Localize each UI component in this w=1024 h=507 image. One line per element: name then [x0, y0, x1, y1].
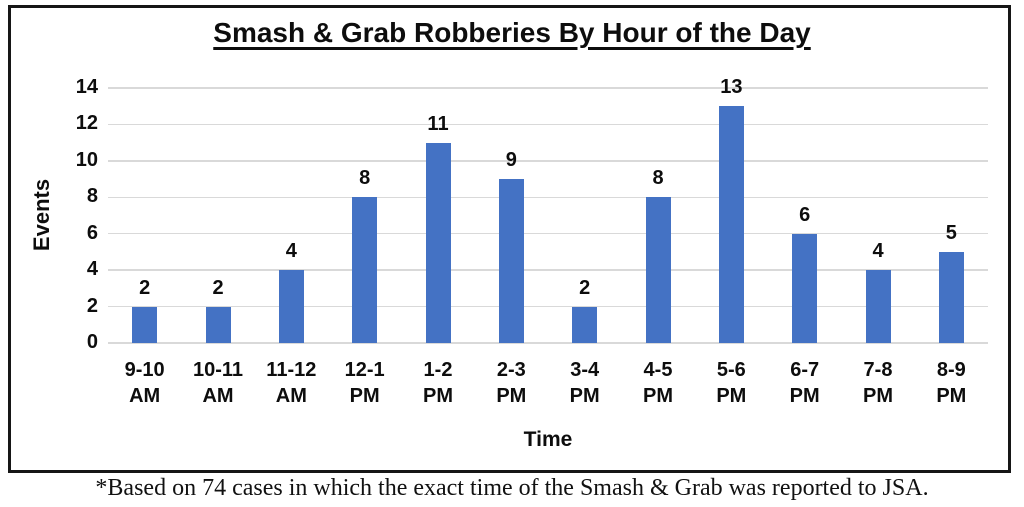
x-tick-label: 6-7 PM: [789, 359, 820, 407]
gridline-y12: [108, 123, 988, 126]
bar-value-label: 13: [720, 76, 743, 99]
x-tick-label: 4-5 PM: [643, 359, 673, 407]
y-tick-label: 6: [86, 221, 98, 244]
x-axis-title: Time: [523, 428, 573, 451]
bar-12-1-pm: [352, 197, 378, 343]
footnote: *Based on 74 cases in which the exact ti…: [95, 475, 929, 501]
chart-title: Smash & Grab Robberies By Hour of the Da…: [0, 17, 1024, 49]
bar-value-label: 2: [139, 276, 151, 299]
x-tick-label: 2-3 PM: [496, 359, 527, 407]
bar-4-5-pm: [645, 197, 671, 343]
plot-area: 2 2 4 8 11 9 2 8 13 6 4 5: [108, 76, 988, 344]
bar-value-label: 8: [652, 167, 664, 190]
y-tick-label: 10: [75, 148, 98, 171]
bar-1-2-pm: [425, 142, 451, 343]
bar-5-6-pm: [718, 106, 744, 343]
bar-value-label: 2: [212, 276, 224, 299]
bar-9-10-am: [132, 306, 158, 343]
y-tick-label: 0: [86, 331, 98, 353]
bar-value-label: 5: [945, 221, 957, 244]
y-tick-label: 12: [75, 112, 98, 135]
gridline-y4: [108, 269, 988, 271]
y-tick-label: 2: [86, 294, 98, 317]
x-tick-label: 1-2 PM: [423, 359, 453, 407]
bar-value-label: 2: [579, 276, 591, 299]
bar-value-label: 11: [427, 112, 449, 135]
bar-3-4-pm: [572, 306, 598, 343]
bar-10-11-am: [205, 306, 231, 343]
x-tick-label: 3-4 PM: [569, 359, 600, 407]
bar-value-label: 6: [799, 203, 811, 226]
x-tick-label: 9-10 AM: [124, 359, 165, 407]
bar-value-label: 9: [505, 149, 517, 172]
bar-6-7-pm: [792, 233, 818, 343]
chart-title-text: Smash & Grab Robberies By Hour of the Da…: [213, 17, 811, 48]
bar-7-8-pm: [865, 270, 891, 343]
x-tick-label: 8-9 PM: [936, 359, 967, 407]
y-tick-label: 4: [86, 258, 98, 281]
bar-11-12-am: [278, 270, 304, 343]
gridline-y0: [108, 342, 988, 344]
gridline-y14: [108, 87, 988, 89]
gridline-y2: [108, 305, 988, 308]
bar-value-label: 4: [285, 240, 297, 263]
bar-value-label: 4: [872, 240, 884, 263]
x-tick-label: 12-1 PM: [344, 359, 385, 407]
y-tick-label: 14: [75, 76, 98, 98]
x-tick-label: 10-11 AM: [192, 359, 244, 407]
x-tick-label: 7-8 PM: [863, 359, 893, 407]
bar-value-label: 8: [359, 167, 371, 190]
gridline-y8: [108, 196, 988, 199]
x-tick-label: 11-12 AM: [266, 359, 317, 407]
x-tick-label: 5-6 PM: [716, 359, 747, 407]
y-tick-label: 8: [86, 185, 98, 208]
bar-2-3-pm: [498, 179, 524, 343]
gridline-y6: [108, 232, 988, 235]
gridline-y10: [108, 160, 988, 162]
bar-8-9-pm: [938, 251, 964, 343]
